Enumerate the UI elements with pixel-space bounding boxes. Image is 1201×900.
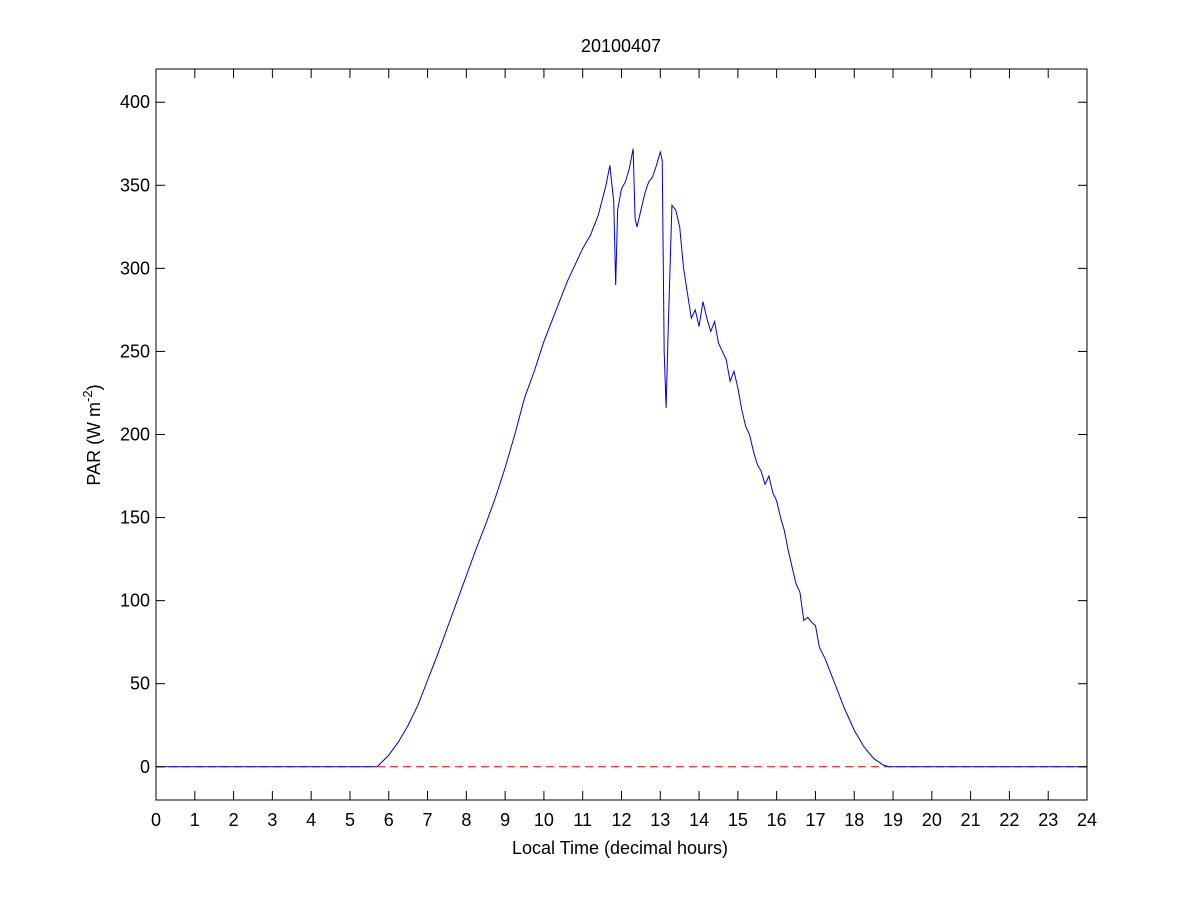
y-tick-label: 250 <box>120 341 150 361</box>
x-tick-label: 17 <box>805 810 825 830</box>
x-tick-label: 9 <box>500 810 510 830</box>
x-tick-label: 18 <box>844 810 864 830</box>
x-tick-label: 1 <box>190 810 200 830</box>
x-tick-label: 0 <box>151 810 161 830</box>
x-tick-label: 16 <box>767 810 787 830</box>
y-tick-label: 300 <box>120 258 150 278</box>
y-tick-label: 150 <box>120 508 150 528</box>
x-tick-label: 23 <box>1038 810 1058 830</box>
x-tick-label: 11 <box>573 810 592 830</box>
x-tick-label: 20 <box>922 810 942 830</box>
y-tick-label: 350 <box>120 175 150 195</box>
chart-title: 20100407 <box>581 36 661 56</box>
y-axis-label: PAR (W m-2) <box>80 384 104 485</box>
x-axis-label: Local Time (decimal hours) <box>512 838 728 858</box>
x-tick-label: 15 <box>728 810 748 830</box>
y-tick-label: 50 <box>130 674 150 694</box>
y-tick-label: 0 <box>140 757 150 777</box>
x-tick-label: 14 <box>689 810 709 830</box>
x-tick-label: 19 <box>883 810 903 830</box>
x-tick-label: 3 <box>267 810 277 830</box>
y-tick-label: 100 <box>120 591 150 611</box>
y-label-end: ) <box>84 384 104 390</box>
data-line <box>156 148 1087 768</box>
y-tick-label: 200 <box>120 425 150 445</box>
x-tick-label: 8 <box>461 810 471 830</box>
x-tick-label: 13 <box>650 810 670 830</box>
x-tick-label: 6 <box>384 810 394 830</box>
x-tick-label: 24 <box>1077 810 1097 830</box>
x-tick-label: 10 <box>534 810 554 830</box>
x-tick-label: 21 <box>961 810 981 830</box>
y-tick-label: 400 <box>120 92 150 112</box>
x-tick-label: 12 <box>611 810 631 830</box>
x-tick-label: 7 <box>423 810 433 830</box>
x-tick-label: 5 <box>345 810 355 830</box>
x-tick-label: 4 <box>306 810 316 830</box>
y-label-text: PAR (W m <box>84 402 104 486</box>
x-tick-label: 22 <box>999 810 1019 830</box>
y-label-sup: -2 <box>80 390 95 402</box>
x-tick-label: 2 <box>229 810 239 830</box>
